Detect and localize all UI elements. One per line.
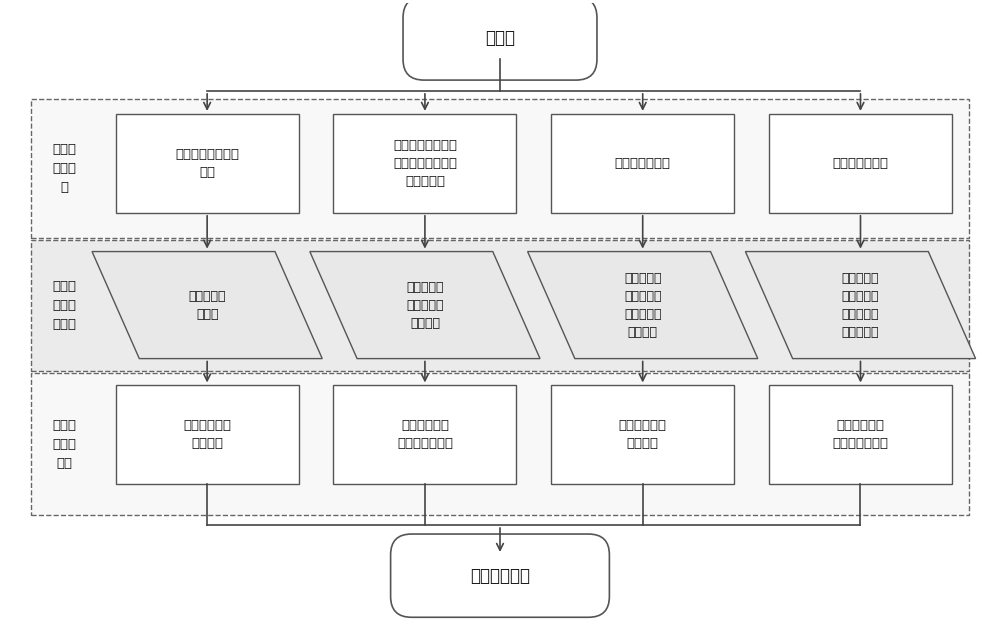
- Bar: [769, 113, 952, 213]
- Text: 电气仿真模型
绘制及电气连接: 电气仿真模型 绘制及电气连接: [397, 419, 453, 450]
- Text: 电气仿真模型
黑盒设备逻辑库: 电气仿真模型 黑盒设备逻辑库: [832, 419, 888, 450]
- Text: 电路图: 电路图: [485, 29, 515, 48]
- Polygon shape: [92, 251, 322, 359]
- Bar: [31, 240, 969, 371]
- Text: 生成电
气仿真
模型: 生成电 气仿真 模型: [52, 419, 76, 470]
- Text: 电气系统列车配置
信息: 电气系统列车配置 信息: [175, 148, 239, 179]
- Text: 电路图列表信息、
设备名称、针脚及
连接信号等: 电路图列表信息、 设备名称、针脚及 连接信号等: [393, 139, 457, 188]
- Text: 配置文
件数据
库处理: 配置文 件数据 库处理: [52, 280, 76, 331]
- Bar: [333, 113, 516, 213]
- Bar: [116, 386, 299, 485]
- Text: 电气仿真模型
工程架构: 电气仿真模型 工程架构: [183, 419, 231, 450]
- Text: 电路图和电
气仿真模型
黑盒设备对
应配置文件: 电路图和电 气仿真模型 黑盒设备对 应配置文件: [842, 271, 879, 339]
- Text: 电路图黑盒设备: 电路图黑盒设备: [832, 157, 888, 170]
- Text: 列车信息配
置文件: 列车信息配 置文件: [188, 290, 226, 320]
- Polygon shape: [745, 251, 976, 359]
- Text: 电气仿真模型: 电气仿真模型: [470, 567, 530, 584]
- Bar: [116, 113, 299, 213]
- Polygon shape: [310, 251, 540, 359]
- FancyBboxPatch shape: [403, 0, 597, 80]
- Bar: [31, 99, 969, 238]
- Text: 电路图和电
气仿真模型
元器件对应
配置文件: 电路图和电 气仿真模型 元器件对应 配置文件: [624, 271, 661, 339]
- Text: 电路图
信息读
取: 电路图 信息读 取: [52, 143, 76, 194]
- Polygon shape: [528, 251, 758, 359]
- Bar: [333, 386, 516, 485]
- Bar: [551, 386, 734, 485]
- FancyBboxPatch shape: [391, 534, 609, 618]
- Text: 电路图元器件库: 电路图元器件库: [615, 157, 671, 170]
- Bar: [551, 113, 734, 213]
- Text: 电气仿真模型
元器件库: 电气仿真模型 元器件库: [619, 419, 667, 450]
- Bar: [769, 386, 952, 485]
- Bar: [31, 374, 969, 515]
- Text: 电气仿真模
型命名规则
配置文件: 电气仿真模 型命名规则 配置文件: [406, 280, 444, 330]
